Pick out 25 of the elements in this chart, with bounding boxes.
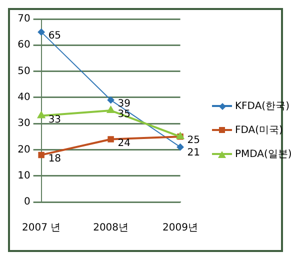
point (176, 144, 184, 151)
point (107, 96, 114, 104)
y-tick-label: 70 (18, 14, 30, 25)
point (38, 28, 45, 36)
data-label: 65 (48, 30, 62, 42)
y-tick-label: 10 (18, 170, 30, 182)
point (38, 152, 44, 158)
x-tick-label: 2009년 (162, 222, 198, 234)
data-label: 21 (187, 148, 200, 159)
x-tick-label: 2007 년 (22, 222, 61, 234)
data-label: 39 (118, 98, 131, 110)
data-label: 18 (48, 154, 62, 165)
y-tick-label: 50 (18, 66, 30, 77)
data-label: 25 (187, 135, 200, 146)
point (108, 136, 114, 142)
point (38, 112, 45, 118)
y-tick-label: 20 (18, 144, 30, 156)
y-tick-label: 30 (18, 118, 30, 130)
x-tick-label: 2008년 (93, 222, 129, 234)
y-tick-label: 60 (18, 40, 30, 51)
data-label: 24 (118, 138, 131, 149)
point (107, 106, 114, 113)
y-tick-label: 0 (24, 196, 30, 208)
y-tick-label: 40 (18, 92, 30, 104)
data-label: 33 (48, 114, 62, 126)
